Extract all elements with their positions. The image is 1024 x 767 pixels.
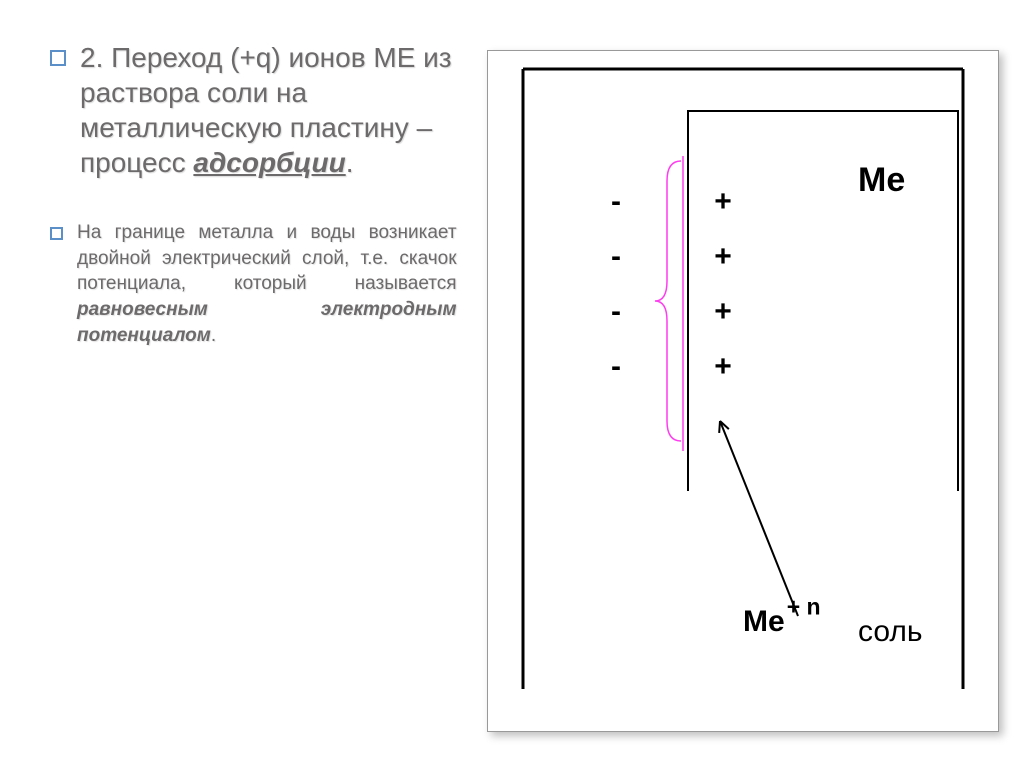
main-text-tail: . bbox=[346, 147, 354, 178]
sub-text-plain: На границе металла и воды возникает двой… bbox=[77, 222, 457, 294]
sub-text: На границе металла и воды возникает двой… bbox=[77, 220, 457, 348]
svg-text:-: - bbox=[611, 350, 621, 383]
bullet-item-sub: На границе металла и воды возникает двой… bbox=[50, 220, 457, 348]
sub-text-tail: . bbox=[211, 325, 216, 346]
svg-text:+: + bbox=[714, 350, 732, 383]
main-text: 2. Переход (+q) ионов МЕ из раствора сол… bbox=[80, 40, 457, 180]
slide: 2. Переход (+q) ионов МЕ из раствора сол… bbox=[0, 0, 1024, 767]
diagram-frame: - - - - + + + + Me Me+ n соль bbox=[487, 50, 999, 732]
bullet-item-main: 2. Переход (+q) ионов МЕ из раствора сол… bbox=[50, 40, 457, 180]
sub-text-emph: равновесным электродным потенциалом bbox=[77, 299, 457, 346]
svg-text:Me+ n: Me+ n bbox=[743, 594, 821, 639]
svg-text:Me: Me bbox=[858, 161, 905, 199]
svg-text:-: - bbox=[611, 240, 621, 273]
svg-text:-: - bbox=[611, 185, 621, 218]
bullet-square-icon bbox=[50, 50, 66, 66]
svg-text:+: + bbox=[714, 295, 732, 328]
main-text-emph: адсорбции bbox=[193, 147, 345, 178]
diagram-column: - - - - + + + + Me Me+ n соль bbox=[477, 40, 994, 727]
svg-text:-: - bbox=[611, 295, 621, 328]
diagram-svg: - - - - + + + + Me Me+ n соль bbox=[488, 51, 998, 731]
bullet-square-icon bbox=[50, 227, 63, 240]
svg-text:соль: соль bbox=[858, 615, 923, 648]
svg-text:+: + bbox=[714, 185, 732, 218]
text-column: 2. Переход (+q) ионов МЕ из раствора сол… bbox=[50, 40, 477, 727]
svg-text:+: + bbox=[714, 240, 732, 273]
